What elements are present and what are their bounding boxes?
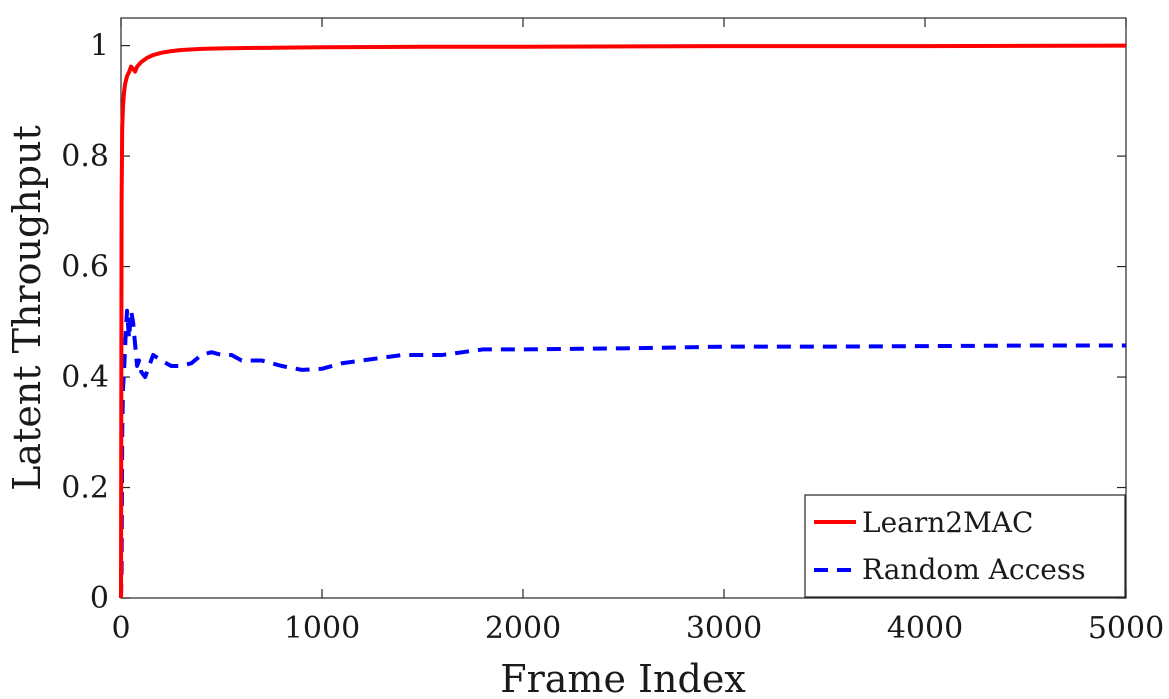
legend-label-learn2mac: Learn2MAC bbox=[862, 506, 1033, 539]
series-line-random-access bbox=[119, 308, 1126, 599]
legend-label-random-access: Random Access bbox=[862, 553, 1086, 586]
y-axis-label: Latent Throughput bbox=[5, 125, 49, 491]
x-axis-label: Frame Index bbox=[500, 657, 746, 699]
y-tick-label: 0.6 bbox=[61, 250, 109, 285]
series-line-learn2mac bbox=[119, 43, 1127, 599]
x-tick-label: 0 bbox=[111, 611, 130, 646]
series-layer bbox=[119, 43, 1127, 599]
legend-box bbox=[804, 494, 1126, 598]
x-tick-label: 5000 bbox=[1088, 611, 1164, 646]
x-tick-label: 3000 bbox=[686, 611, 762, 646]
y-tick-label: 0 bbox=[90, 581, 109, 616]
x-tick-label: 1000 bbox=[284, 611, 360, 646]
y-tick-label: 0.2 bbox=[61, 471, 109, 506]
x-tick-label: 2000 bbox=[485, 611, 561, 646]
y-tick-label: 1 bbox=[90, 29, 109, 64]
x-tick-label: 4000 bbox=[887, 611, 963, 646]
legend: Learn2MAC Random Access bbox=[804, 494, 1126, 598]
y-tick-label: 0.8 bbox=[61, 139, 109, 174]
tick-labels: 0 1000 2000 3000 4000 5000 0 0.2 0.4 0.6 0.8 1 bbox=[61, 29, 1164, 646]
y-tick-label: 0.4 bbox=[61, 360, 109, 395]
